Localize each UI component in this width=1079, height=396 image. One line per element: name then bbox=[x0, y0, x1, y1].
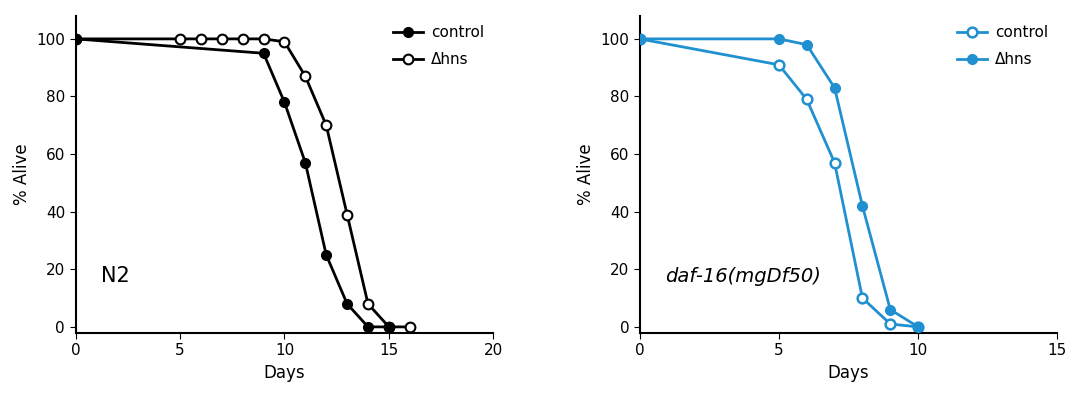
Y-axis label: % Alive: % Alive bbox=[577, 143, 595, 205]
Line: Δhns: Δhns bbox=[70, 34, 414, 332]
control bbox=[884, 322, 897, 326]
Δhns bbox=[299, 74, 312, 79]
Δhns bbox=[319, 123, 332, 128]
X-axis label: Days: Days bbox=[828, 364, 870, 382]
control bbox=[912, 324, 925, 329]
Line: Δhns: Δhns bbox=[634, 34, 923, 332]
Δhns bbox=[278, 39, 291, 44]
Δhns bbox=[382, 324, 395, 329]
Y-axis label: % Alive: % Alive bbox=[13, 143, 30, 205]
control bbox=[341, 301, 354, 306]
Line: control: control bbox=[634, 34, 923, 332]
control bbox=[278, 100, 291, 105]
Δhns bbox=[257, 36, 270, 41]
Legend: control, Δhns: control, Δhns bbox=[386, 19, 490, 73]
Δhns bbox=[801, 42, 814, 47]
Text: daf-16(mgDf50): daf-16(mgDf50) bbox=[665, 267, 820, 286]
Δhns bbox=[404, 324, 416, 329]
control bbox=[773, 63, 786, 67]
Δhns bbox=[884, 307, 897, 312]
Text: N2: N2 bbox=[100, 266, 129, 286]
control bbox=[69, 36, 82, 41]
control bbox=[828, 160, 841, 165]
control bbox=[319, 253, 332, 257]
control bbox=[382, 324, 395, 329]
control bbox=[801, 97, 814, 102]
Δhns bbox=[828, 86, 841, 90]
Δhns bbox=[174, 36, 187, 41]
Δhns bbox=[773, 36, 786, 41]
control bbox=[856, 296, 869, 301]
control bbox=[257, 51, 270, 56]
Legend: control, Δhns: control, Δhns bbox=[951, 19, 1054, 73]
Δhns bbox=[341, 212, 354, 217]
Δhns bbox=[69, 36, 82, 41]
Δhns bbox=[216, 36, 229, 41]
Line: control: control bbox=[70, 34, 394, 332]
Δhns bbox=[361, 301, 374, 306]
X-axis label: Days: Days bbox=[263, 364, 305, 382]
Δhns bbox=[912, 324, 925, 329]
Δhns bbox=[856, 204, 869, 208]
control bbox=[633, 36, 646, 41]
Δhns bbox=[633, 36, 646, 41]
control bbox=[361, 324, 374, 329]
Δhns bbox=[236, 36, 249, 41]
Δhns bbox=[194, 36, 207, 41]
control bbox=[299, 160, 312, 165]
